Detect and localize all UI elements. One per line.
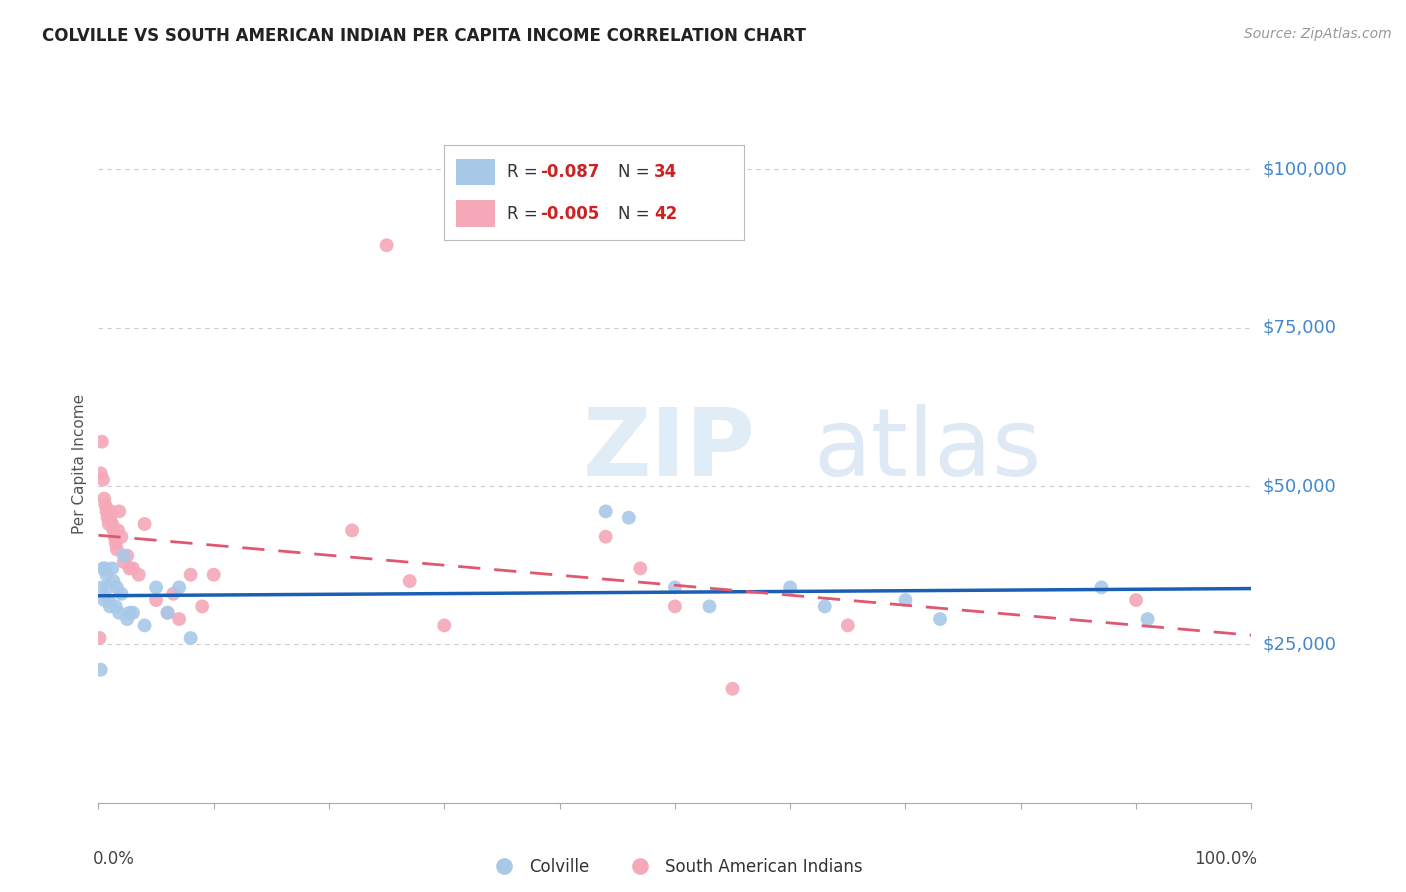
Text: N =: N = [619, 204, 655, 222]
Y-axis label: Per Capita Income: Per Capita Income [72, 393, 87, 534]
Point [90, 467, 112, 481]
Text: $100,000: $100,000 [1263, 161, 1347, 178]
Point [128, 567, 150, 582]
Point [1090, 581, 1112, 595]
Point [118, 606, 141, 620]
Point [398, 574, 420, 588]
Point [104, 599, 127, 614]
Point [90, 581, 112, 595]
Point [105, 581, 128, 595]
Point [664, 599, 686, 614]
Text: R =: R = [508, 163, 543, 181]
Text: $25,000: $25,000 [1263, 635, 1337, 654]
Point [98, 510, 121, 524]
Point [98, 599, 121, 614]
Text: 100.0%: 100.0% [1194, 850, 1257, 868]
Text: 42: 42 [654, 204, 678, 222]
Point [117, 549, 138, 563]
Point [617, 510, 640, 524]
Point [167, 612, 190, 626]
Point [595, 530, 617, 544]
Point [118, 561, 141, 575]
Point [96, 504, 118, 518]
Point [134, 516, 156, 531]
Point [110, 530, 132, 544]
Point [90, 434, 112, 449]
Text: -0.087: -0.087 [540, 163, 599, 181]
Bar [457, 201, 495, 227]
Point [1125, 593, 1147, 607]
Point [91, 473, 114, 487]
Point [837, 618, 859, 632]
Point [191, 599, 214, 614]
Text: COLVILLE VS SOUTH AMERICAN INDIAN PER CAPITA INCOME CORRELATION CHART: COLVILLE VS SOUTH AMERICAN INDIAN PER CA… [42, 27, 806, 45]
Point [96, 567, 118, 582]
Point [122, 561, 145, 575]
Point [814, 599, 837, 614]
Point [103, 530, 125, 544]
Text: N =: N = [619, 163, 655, 181]
Text: Source: ZipAtlas.com: Source: ZipAtlas.com [1244, 27, 1392, 41]
Text: $75,000: $75,000 [1263, 318, 1337, 336]
Point [104, 536, 127, 550]
Point [93, 491, 115, 506]
Point [101, 561, 124, 575]
Point [433, 618, 456, 632]
Point [340, 524, 363, 538]
Point [375, 238, 398, 252]
Point [180, 631, 202, 645]
Point [122, 606, 145, 620]
Point [90, 663, 112, 677]
Point [721, 681, 744, 696]
Point [112, 555, 135, 569]
Point [699, 599, 721, 614]
Point [97, 510, 120, 524]
Point [105, 542, 128, 557]
Point [134, 618, 156, 632]
Text: ZIP: ZIP [582, 404, 755, 496]
Point [156, 606, 179, 620]
Point [108, 504, 131, 518]
Point [664, 581, 686, 595]
Point [97, 516, 120, 531]
Point [94, 498, 117, 512]
Text: 0.0%: 0.0% [93, 850, 135, 868]
Point [145, 593, 167, 607]
Point [595, 504, 617, 518]
Point [894, 593, 917, 607]
Point [156, 606, 179, 620]
Point [929, 612, 952, 626]
Point [103, 524, 125, 538]
Point [162, 587, 184, 601]
Point [110, 587, 132, 601]
Point [202, 567, 225, 582]
Point [180, 567, 202, 582]
Point [117, 612, 138, 626]
Text: R =: R = [508, 204, 543, 222]
Point [779, 581, 801, 595]
Text: -0.005: -0.005 [540, 204, 599, 222]
Point [107, 524, 129, 538]
Point [628, 561, 651, 575]
Bar [457, 159, 495, 185]
Text: $50,000: $50,000 [1263, 477, 1336, 495]
Point [94, 561, 117, 575]
Point [93, 593, 115, 607]
Point [1136, 612, 1159, 626]
Point [97, 593, 120, 607]
Text: atlas: atlas [813, 404, 1042, 496]
Point [97, 581, 120, 595]
Point [100, 504, 122, 518]
Legend: Colville, South American Indians: Colville, South American Indians [481, 851, 869, 882]
Point [112, 549, 135, 563]
Point [108, 606, 131, 620]
Point [89, 631, 111, 645]
Point [103, 574, 125, 588]
Point [91, 561, 114, 575]
Text: 34: 34 [654, 163, 678, 181]
Point [167, 581, 190, 595]
Point [101, 516, 124, 531]
Point [145, 581, 167, 595]
